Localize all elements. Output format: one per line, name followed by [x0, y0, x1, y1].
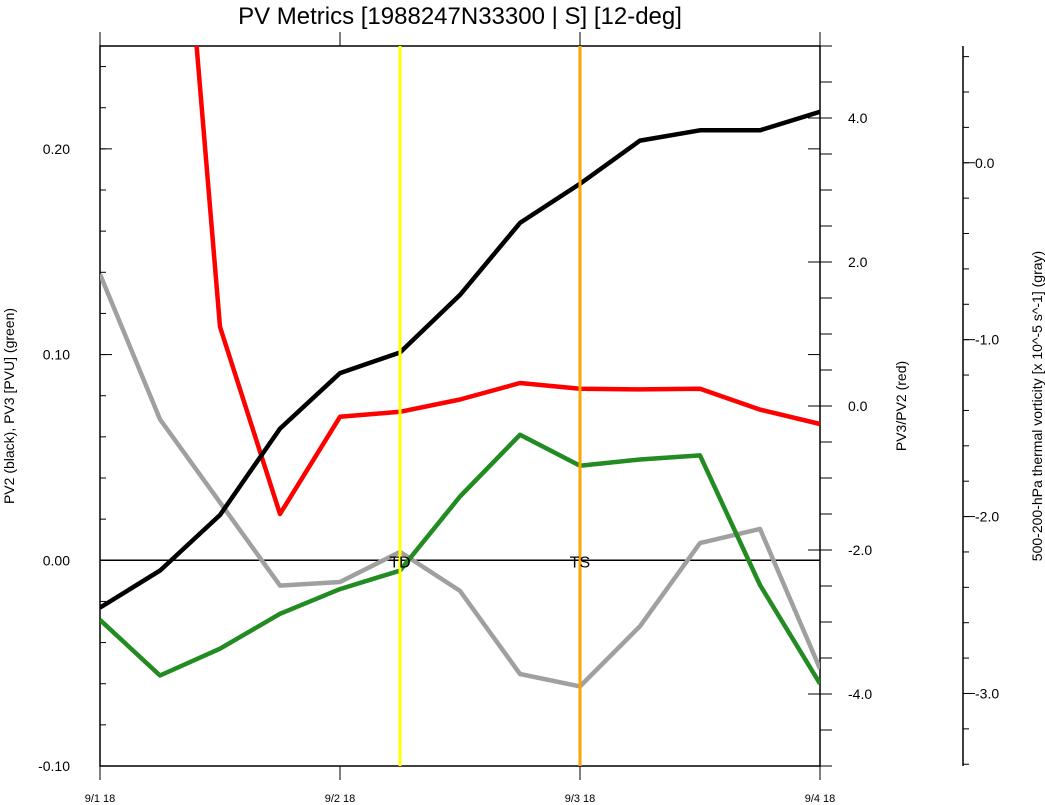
left-tick-label: -0.10 [38, 758, 70, 774]
left-axis: -0.10 0.00 0.10 0.20 [38, 66, 820, 774]
ratio-tick-label: 4.0 [848, 110, 868, 126]
x-tick-label: 9/1 18 [85, 793, 116, 805]
chart-title: PV Metrics [1988247N33300 | S] [12-deg] [238, 3, 682, 30]
vorticity-tick-label: -2.0 [975, 509, 999, 525]
event-layer: TD TS [389, 46, 590, 766]
right-axis-ratio-title: PV3/PV2 (red) [893, 361, 909, 451]
ratio-tick-label: 2.0 [848, 254, 868, 270]
pv3-line [100, 432, 820, 685]
right-axis-vorticity-title: 500-200-hPa thermal vorticity [x 10^-5 s… [1029, 251, 1045, 561]
left-axis-title: PV2 (black), PV3 [PVU] (green) [1, 308, 17, 504]
x-axis: 9/1 18 9/2 18 9/3 18 9/4 18 [85, 32, 836, 805]
x-tick-label: 9/2 18 [325, 793, 356, 805]
pv-ratio-line [194, 46, 820, 517]
ratio-tick-label: -2.0 [848, 542, 872, 558]
vorticity-tick-label: -3.0 [975, 685, 999, 701]
thermal-vorticity-line [100, 273, 820, 689]
plot-frame [99, 45, 821, 767]
left-tick-label: 0.00 [43, 552, 70, 568]
event-label-ts: TS [570, 554, 590, 571]
left-tick-label: 0.10 [43, 347, 70, 363]
ratio-tick-label: -4.0 [848, 686, 872, 702]
event-label-td: TD [389, 554, 410, 571]
ratio-tick-label: 0.0 [848, 398, 868, 414]
x-tick-label: 9/4 18 [805, 793, 836, 805]
pv2-line [100, 109, 820, 610]
vorticity-tick-label: 0.0 [975, 155, 995, 171]
vorticity-tick-label: -1.0 [975, 332, 999, 348]
series-layer [100, 46, 820, 689]
left-tick-label: 0.20 [43, 141, 70, 157]
right-axis-vorticity: -3.0 -2.0 -1.0 0.0 [962, 46, 999, 766]
x-tick-label: 9/3 18 [565, 793, 596, 805]
right-axis-ratio: -4.0 -2.0 0.0 2.0 4.0 [808, 45, 872, 767]
